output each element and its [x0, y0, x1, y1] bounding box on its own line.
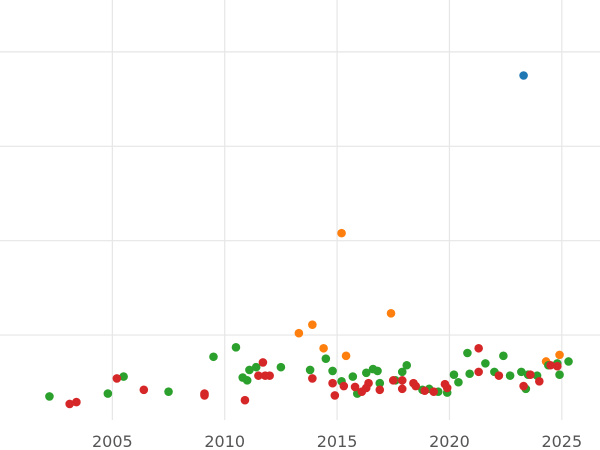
data-point	[402, 360, 412, 370]
data-point	[555, 350, 564, 360]
data-point	[411, 381, 421, 391]
data-point	[276, 362, 286, 372]
data-point	[119, 372, 128, 381]
data-point	[465, 369, 474, 379]
data-point	[526, 370, 535, 379]
data-point	[139, 385, 149, 395]
x-gridlines	[111, 0, 563, 420]
data-point	[328, 366, 337, 376]
data-point	[397, 367, 407, 377]
data-point	[45, 392, 54, 401]
data-point	[308, 320, 317, 329]
data-point	[112, 374, 122, 383]
data-point	[454, 377, 463, 387]
data-point	[251, 362, 261, 372]
data-point	[209, 352, 218, 362]
data-point	[254, 371, 263, 380]
data-point	[348, 372, 358, 381]
data-point	[555, 370, 564, 379]
x-tick-label: 2015	[317, 432, 358, 450]
data-point	[245, 365, 254, 375]
data-point	[305, 365, 315, 375]
data-point	[564, 357, 573, 366]
data-point	[265, 371, 274, 380]
data-point	[364, 378, 373, 388]
y-gridlines	[0, 51, 600, 336]
data-point	[231, 343, 241, 352]
data-point	[319, 343, 328, 353]
data-point	[375, 378, 385, 388]
data-point	[200, 389, 209, 398]
data-point	[321, 354, 331, 363]
data-point	[375, 385, 385, 395]
data-point	[337, 228, 346, 238]
data-point	[242, 376, 252, 385]
data-point	[103, 389, 113, 398]
data-point	[442, 383, 452, 393]
x-tick-label: 2020	[429, 432, 470, 450]
data-point	[72, 397, 81, 407]
data-point	[258, 358, 268, 367]
x-tick-label: 2010	[204, 432, 245, 450]
data-point	[553, 361, 562, 371]
data-point	[308, 374, 317, 383]
x-tick-label: 2025	[541, 432, 582, 450]
data-point	[397, 376, 407, 385]
data-points	[45, 71, 573, 409]
data-point	[519, 381, 528, 391]
data-point	[429, 387, 439, 396]
data-point	[449, 370, 459, 379]
data-point	[341, 351, 351, 361]
data-point	[499, 351, 508, 361]
data-point	[65, 399, 74, 409]
data-point	[517, 367, 526, 377]
data-point	[240, 395, 250, 405]
data-point	[474, 343, 483, 353]
data-point	[328, 378, 337, 388]
x-tick-label: 2005	[92, 432, 133, 450]
data-point	[463, 348, 472, 358]
data-point	[350, 382, 360, 392]
data-point	[494, 371, 504, 380]
x-tick-labels: 2005 2010 2015 2020 2025	[92, 432, 582, 450]
data-point	[386, 309, 396, 318]
data-point	[474, 367, 483, 377]
data-point	[361, 368, 371, 378]
data-point	[519, 71, 528, 80]
data-point	[535, 377, 544, 386]
data-point	[388, 376, 398, 385]
data-point	[164, 387, 173, 396]
data-point	[373, 366, 382, 376]
data-point	[330, 391, 340, 400]
data-point	[397, 384, 407, 394]
data-point	[546, 360, 555, 370]
data-point	[294, 328, 304, 338]
data-point	[505, 371, 515, 380]
data-point	[481, 359, 490, 368]
data-point	[339, 381, 349, 391]
data-point	[420, 386, 430, 396]
